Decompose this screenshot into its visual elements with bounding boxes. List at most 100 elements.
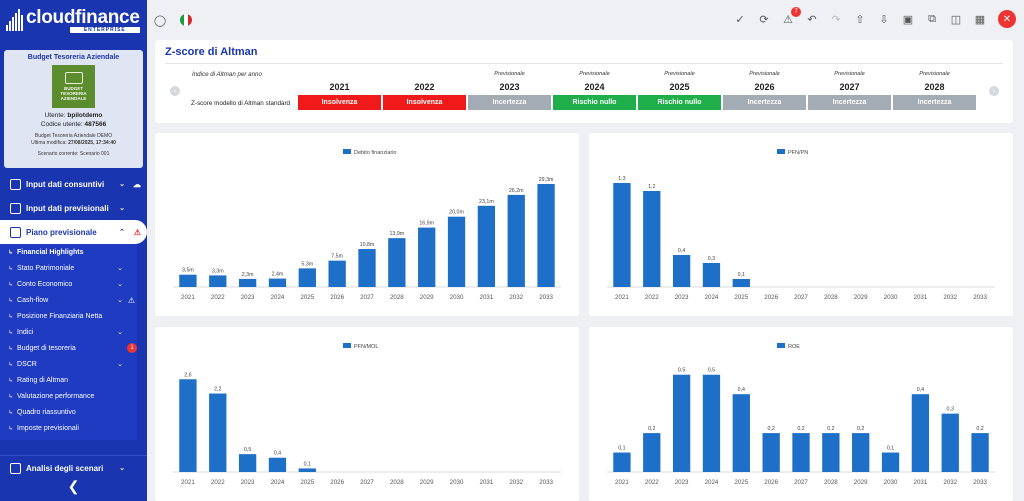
- chart-bar[interactable]: [702, 374, 721, 472]
- zscore-row-label: Z-score modello di Altman standard: [191, 100, 291, 107]
- x-tick-label: 2023: [675, 294, 689, 301]
- menu-input-consuntivi[interactable]: Input dati consuntivi ⌄ ☁: [0, 172, 147, 196]
- chart-bar[interactable]: [732, 279, 750, 287]
- chart-bar[interactable]: [179, 274, 197, 287]
- submenu-item-label: Valutazione performance: [17, 392, 95, 400]
- bar-data-label: 0,1: [304, 461, 311, 467]
- alert-icon[interactable]: ⚠ 7: [782, 7, 801, 26]
- chart-bar[interactable]: [268, 457, 287, 472]
- bar-data-label: 29,3m: [539, 177, 554, 183]
- chart-legend: ROE: [777, 343, 800, 350]
- zscore-prev-label: Previsionale: [834, 71, 865, 77]
- chart-bar[interactable]: [881, 452, 900, 472]
- undo-icon[interactable]: ↶: [807, 13, 817, 26]
- menu-piano-previsionale[interactable]: Piano previsionale ⌃ ⚠: [0, 220, 147, 244]
- dashboard-icon[interactable]: ▦: [974, 13, 986, 26]
- menu-analisi-scenari[interactable]: Analisi degli scenari ⌄: [0, 456, 147, 480]
- subitem-arrow-icon: ↳: [8, 345, 14, 352]
- chart-bar[interactable]: [298, 468, 316, 472]
- chart-bar[interactable]: [792, 433, 810, 472]
- chart-bar[interactable]: [209, 393, 227, 472]
- submenu-item[interactable]: ↳ Quadro riassuntivo: [0, 404, 137, 420]
- modified-label: Ultima modifica:: [31, 140, 67, 146]
- redo-icon[interactable]: ↷: [831, 13, 841, 26]
- collapse-sidebar-icon[interactable]: ❮: [67, 478, 80, 494]
- submenu-item[interactable]: ↳ Stato Patrimoniale ⌄: [0, 260, 137, 276]
- chart-bar[interactable]: [643, 433, 661, 472]
- chart-bar[interactable]: [613, 452, 631, 472]
- upload-icon[interactable]: ⇧: [855, 13, 865, 26]
- menu-input-previsionali[interactable]: Input dati previsionali ⌄: [0, 196, 147, 220]
- x-tick-label: 2031: [480, 479, 494, 486]
- chart-bar[interactable]: [477, 205, 496, 287]
- refresh-icon[interactable]: ⟳: [759, 13, 769, 26]
- scroll-left-icon[interactable]: ‹: [170, 86, 180, 96]
- zscore-year: 2027: [839, 82, 860, 92]
- chart-bar[interactable]: [209, 275, 227, 287]
- submenu-item-label: Conto Economico: [17, 280, 73, 288]
- support-icon[interactable]: ◯: [153, 14, 167, 27]
- close-button[interactable]: ✕: [998, 10, 1016, 28]
- italy-flag-icon[interactable]: [180, 14, 192, 26]
- chart-bar[interactable]: [507, 194, 525, 287]
- chart-bar[interactable]: [447, 216, 466, 287]
- chart-bar[interactable]: [418, 227, 436, 287]
- chart-bar[interactable]: [238, 454, 257, 472]
- chart-bar[interactable]: [328, 260, 346, 287]
- submenu-item[interactable]: ↳ Cash-flow ⌄ ⚠: [0, 292, 137, 308]
- x-tick-label: 2031: [914, 294, 928, 301]
- chart-bar[interactable]: [732, 394, 750, 472]
- chevron-down-icon: ⌄: [117, 265, 123, 272]
- submenu-item[interactable]: ↳ Budget di tesoreria 1: [0, 340, 137, 356]
- chart-bar[interactable]: [537, 184, 555, 287]
- bar-data-label: 0,4: [917, 387, 924, 393]
- chart-bar[interactable]: [822, 433, 840, 472]
- chart-bar[interactable]: [613, 183, 631, 287]
- x-tick-label: 2024: [705, 294, 719, 301]
- split-view-icon[interactable]: ◫: [950, 13, 962, 26]
- x-tick-label: 2023: [241, 479, 255, 486]
- x-tick-label: 2032: [943, 294, 957, 301]
- chart-bar[interactable]: [268, 278, 287, 287]
- submenu-item[interactable]: ↳ Posizione Finanziaria Netta: [0, 308, 137, 324]
- brand-logo[interactable]: cloudfinance ENTERPRISE: [0, 0, 147, 40]
- chart-bar[interactable]: [911, 394, 930, 472]
- menu-piano-label: Piano previsionale: [26, 227, 97, 237]
- chart-bar[interactable]: [298, 268, 316, 287]
- chart-bar[interactable]: [238, 278, 257, 287]
- menu-input-consuntivi-label: Input dati consuntivi: [26, 179, 105, 189]
- bar-data-label: 0,2: [976, 426, 983, 432]
- chart-bar[interactable]: [702, 263, 721, 287]
- scroll-right-icon[interactable]: ›: [989, 86, 999, 96]
- submenu-item[interactable]: ↳ Financial Highlights: [0, 244, 137, 260]
- copy-icon[interactable]: ⧉: [928, 12, 936, 25]
- chart-bar[interactable]: [672, 374, 691, 472]
- save-icon[interactable]: ▣: [902, 13, 914, 26]
- top-toolbar: ◯ ✓ ⟳ ⚠ 7 ↶ ↷ ⇧ ⇩ ▣ ⧉ ◫ ▦ ✕: [147, 0, 1024, 40]
- zscore-year: 2021: [329, 82, 350, 92]
- chart-bar[interactable]: [643, 191, 661, 287]
- download-icon[interactable]: ⇩: [879, 13, 889, 26]
- chart-bar[interactable]: [762, 433, 780, 472]
- check-icon[interactable]: ✓: [735, 13, 745, 26]
- chart-bar[interactable]: [852, 433, 870, 472]
- submenu-item[interactable]: ↳ Rating di Altman: [0, 372, 137, 388]
- submenu-item[interactable]: ↳ Valutazione performance: [0, 388, 137, 404]
- x-tick-label: 2032: [509, 294, 523, 301]
- chart-bar[interactable]: [672, 255, 691, 287]
- submenu-item[interactable]: ↳ Imposte previsionali: [0, 420, 137, 436]
- submenu-item[interactable]: ↳ DSCR ⌄: [0, 356, 137, 372]
- chart-bar[interactable]: [941, 413, 959, 472]
- x-tick-label: 2033: [973, 479, 987, 486]
- scenario-label: Scenario corrente: Scenario 001: [37, 151, 110, 157]
- chart-bar[interactable]: [971, 433, 989, 472]
- subitem-arrow-icon: ↳: [8, 329, 14, 336]
- chart-panel-roe: ROE 0,1 2021 0,2 2022 0,5 2023 0,5 2024 0,4 2025 0,…: [589, 327, 1013, 501]
- submenu-item[interactable]: ↳ Indici ⌄: [0, 324, 137, 340]
- legend-label: ROE: [788, 344, 800, 350]
- zscore-year: 2023: [499, 82, 520, 92]
- submenu-item[interactable]: ↳ Conto Economico ⌄: [0, 276, 137, 292]
- chart-bar[interactable]: [179, 379, 197, 472]
- chart-bar[interactable]: [388, 238, 406, 287]
- chart-bar[interactable]: [358, 249, 376, 287]
